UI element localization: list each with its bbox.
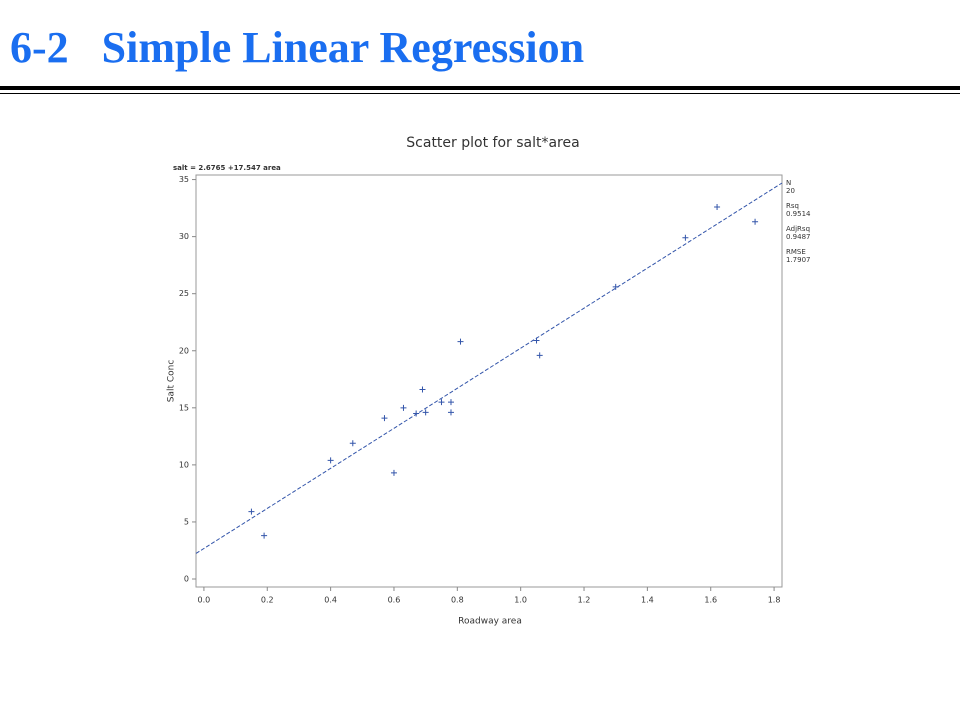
title-rule-thin	[0, 93, 960, 94]
point	[612, 283, 619, 290]
x-axis-label: Roadway area	[458, 617, 522, 627]
stat-value: 0.9514	[786, 210, 811, 218]
y-tick-label: 10	[179, 460, 189, 469]
title-rule	[0, 86, 960, 90]
point	[422, 409, 429, 416]
y-tick-label: 25	[179, 289, 189, 298]
y-tick-label: 30	[179, 232, 189, 241]
y-tick-label: 15	[179, 403, 189, 412]
stat-value: 20	[786, 187, 795, 195]
plot-frame	[195, 174, 783, 588]
y-tick-label: 20	[179, 346, 189, 355]
point	[682, 234, 689, 241]
point	[413, 410, 420, 417]
x-tick-label: 1.2	[578, 596, 591, 605]
x-tick-label: 1.6	[704, 596, 717, 605]
point	[533, 337, 540, 344]
chart-title: Scatter plot for salt*area	[406, 135, 579, 151]
stat-value: 0.9487	[786, 233, 811, 241]
point	[419, 386, 426, 393]
stat-label: RMSE	[786, 248, 806, 256]
point	[349, 440, 356, 447]
x-tick-label: 0.2	[261, 596, 274, 605]
x-tick-label: 0.4	[324, 596, 337, 605]
point	[381, 415, 388, 422]
stat-label: Rsq	[786, 202, 799, 210]
point	[400, 404, 407, 411]
point	[447, 399, 454, 406]
slide-title: 6-2 Simple Linear Regression	[10, 23, 584, 72]
point	[457, 338, 464, 345]
x-tick-label: 0.6	[388, 596, 401, 605]
fit-line	[195, 182, 783, 554]
stat-label: N	[786, 179, 791, 187]
point	[327, 457, 334, 464]
x-tick-label: 1.4	[641, 596, 654, 605]
y-tick-label: 35	[179, 175, 189, 184]
point	[390, 469, 397, 476]
y-axis-label: Salt Conc	[167, 360, 177, 403]
y-tick-label: 5	[184, 517, 189, 526]
x-tick-label: 0.0	[198, 596, 211, 605]
point	[714, 203, 721, 210]
point	[438, 399, 445, 406]
stat-label: AdjRsq	[786, 225, 810, 233]
point	[752, 218, 759, 225]
point	[447, 409, 454, 416]
point	[248, 508, 255, 515]
point	[536, 352, 543, 359]
x-tick-label: 1.8	[768, 596, 781, 605]
stat-value: 1.7907	[786, 256, 811, 264]
y-tick-label: 0	[184, 575, 189, 584]
x-tick-label: 1.0	[514, 596, 527, 605]
x-tick-label: 0.8	[451, 596, 464, 605]
fit-equation: salt = 2.6765 +17.547 area	[173, 164, 281, 172]
point	[261, 532, 268, 539]
